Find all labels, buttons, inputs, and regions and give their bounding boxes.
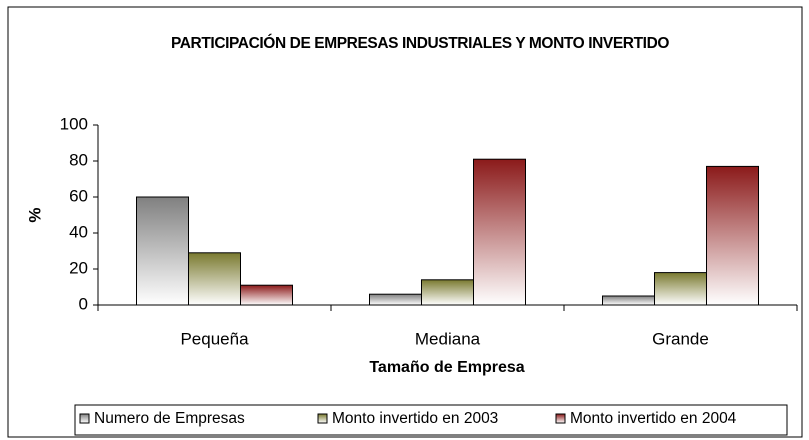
y-tick-label: 20: [69, 258, 88, 277]
bar: [369, 293, 422, 306]
y-tick-label: 80: [69, 150, 88, 169]
bar: [706, 165, 759, 306]
y-tick-label: 60: [69, 186, 88, 205]
legend-label: Monto invertido en 2004: [570, 410, 737, 427]
y-axis-label: %: [25, 207, 44, 222]
x-tick-label: Mediana: [415, 329, 481, 348]
bar: [602, 295, 655, 306]
legend-swatch: [555, 413, 566, 424]
bar: [473, 158, 526, 306]
bar: [421, 279, 474, 306]
y-tick-label: 100: [60, 114, 88, 133]
x-axis-label: Tamaño de Empresa: [369, 359, 524, 376]
legend-label: Monto invertido en 2003: [332, 410, 498, 427]
chart-title: PARTICIPACIÓN DE EMPRESAS INDUSTRIALES Y…: [170, 35, 670, 52]
legend-swatch: [79, 413, 90, 424]
legend-label: Numero de Empresas: [94, 410, 245, 427]
x-tick-label: Grande: [652, 329, 709, 348]
bar: [654, 272, 707, 306]
bar: [240, 284, 293, 306]
y-tick-label: 0: [79, 294, 88, 313]
legend-box: [74, 404, 788, 436]
x-tick-label: Pequeña: [180, 329, 249, 348]
bar: [136, 196, 189, 306]
y-tick-label: 40: [69, 222, 88, 241]
legend-swatch: [317, 413, 328, 424]
bar: [188, 252, 241, 306]
